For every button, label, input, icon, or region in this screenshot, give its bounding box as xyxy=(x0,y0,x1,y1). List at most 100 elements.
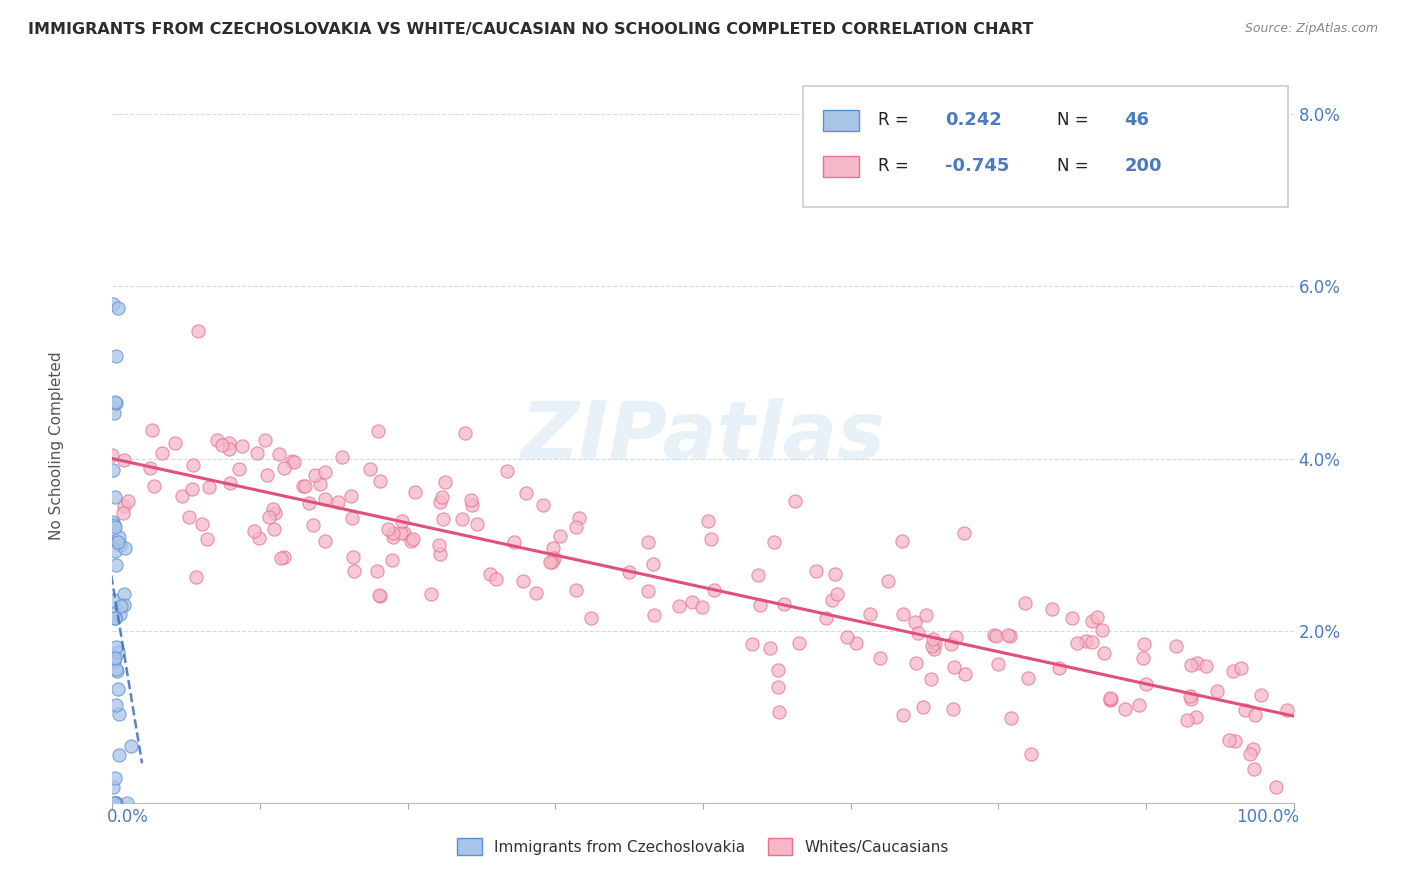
Point xyxy=(907,625,929,640)
Point xyxy=(218,476,240,491)
Point xyxy=(382,526,405,541)
Point xyxy=(465,516,488,531)
Point xyxy=(1091,623,1114,637)
Point xyxy=(198,480,221,494)
Point xyxy=(389,525,412,540)
Text: -0.745: -0.745 xyxy=(945,158,1010,176)
Point xyxy=(110,599,132,613)
Point xyxy=(564,582,586,597)
Point xyxy=(404,485,426,500)
Point xyxy=(942,660,965,674)
Point xyxy=(1081,635,1104,649)
Point xyxy=(104,771,127,785)
Point xyxy=(921,639,943,653)
Point xyxy=(163,436,186,450)
Point xyxy=(247,531,270,545)
Point xyxy=(141,423,163,437)
Text: 46: 46 xyxy=(1125,112,1150,129)
Point xyxy=(359,461,381,475)
Point xyxy=(700,532,723,546)
Point xyxy=(1195,658,1218,673)
Point xyxy=(103,592,125,607)
Point xyxy=(430,490,453,504)
Point xyxy=(104,610,127,624)
Point xyxy=(1264,780,1286,794)
Point xyxy=(485,572,508,586)
Point xyxy=(637,584,659,599)
Point xyxy=(1187,656,1209,670)
Point xyxy=(195,532,218,546)
Point xyxy=(112,500,135,514)
Point xyxy=(179,509,201,524)
Point xyxy=(104,651,127,665)
FancyBboxPatch shape xyxy=(803,86,1288,207)
Point xyxy=(461,499,484,513)
Point xyxy=(891,534,914,549)
Point xyxy=(301,518,323,533)
Point xyxy=(876,574,898,588)
Point xyxy=(105,640,128,654)
Point xyxy=(1206,684,1229,698)
Point xyxy=(668,599,690,613)
Point xyxy=(231,439,253,453)
Point xyxy=(1243,762,1265,776)
Point xyxy=(1185,710,1208,724)
Point xyxy=(568,510,591,524)
Point xyxy=(952,526,974,541)
Point xyxy=(617,566,640,580)
Point xyxy=(953,667,976,681)
Point xyxy=(104,796,127,810)
Point xyxy=(433,475,456,489)
Point xyxy=(460,492,482,507)
Point xyxy=(104,396,127,410)
Point xyxy=(541,541,564,556)
Point xyxy=(104,395,127,409)
Point xyxy=(1180,692,1202,706)
Point xyxy=(377,522,399,536)
Point xyxy=(1234,703,1257,717)
Point xyxy=(112,453,135,467)
Point xyxy=(503,534,526,549)
Point xyxy=(187,324,209,338)
Point xyxy=(920,672,942,686)
Text: R =: R = xyxy=(877,112,914,129)
Point xyxy=(108,747,131,762)
Point xyxy=(401,533,423,548)
Point xyxy=(579,611,602,625)
Point xyxy=(1164,639,1187,653)
Point xyxy=(1062,610,1084,624)
Point xyxy=(103,491,125,505)
Point xyxy=(815,611,838,625)
Point xyxy=(1243,708,1265,723)
Point xyxy=(340,511,363,525)
Point xyxy=(142,478,165,492)
Point xyxy=(273,460,295,475)
Point xyxy=(1239,747,1261,761)
Point xyxy=(1218,733,1240,747)
Point xyxy=(773,597,796,611)
FancyBboxPatch shape xyxy=(824,156,859,177)
Point xyxy=(845,635,868,649)
Point xyxy=(1178,690,1201,704)
Point xyxy=(114,541,136,555)
Point xyxy=(105,664,128,678)
Text: ZIPatlas: ZIPatlas xyxy=(520,398,886,476)
Point xyxy=(869,651,891,665)
Point xyxy=(314,534,336,549)
Point xyxy=(787,636,810,650)
Point xyxy=(1092,646,1115,660)
Point xyxy=(1225,734,1247,748)
Point xyxy=(1177,713,1199,727)
Point xyxy=(766,663,789,677)
Point xyxy=(104,543,127,558)
Point xyxy=(264,506,287,520)
Point xyxy=(139,461,162,475)
Text: No Schooling Completed: No Schooling Completed xyxy=(49,351,63,541)
Point xyxy=(804,564,827,578)
Point xyxy=(107,301,129,315)
Point xyxy=(112,587,135,601)
Point xyxy=(228,462,250,476)
Point xyxy=(1250,688,1272,702)
Point xyxy=(314,465,336,479)
Point xyxy=(342,549,364,564)
